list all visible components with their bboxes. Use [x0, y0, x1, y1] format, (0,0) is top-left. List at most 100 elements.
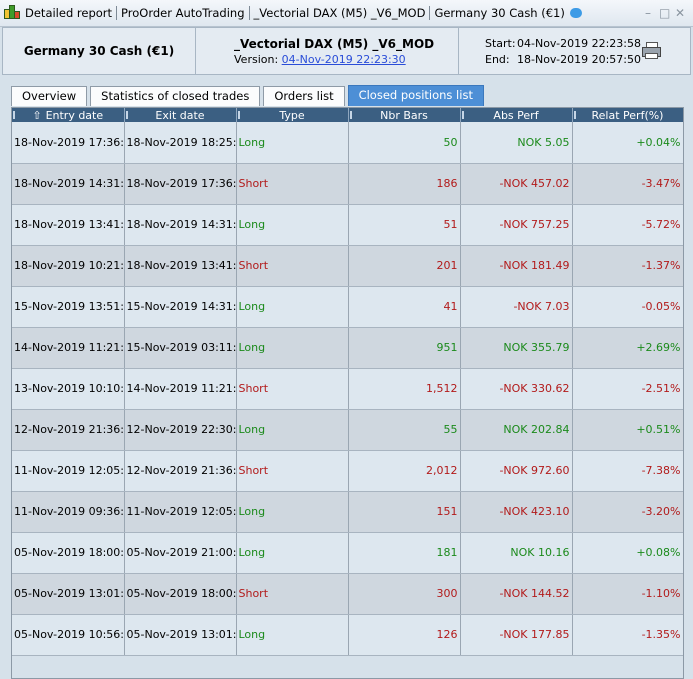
relat-perf-cell: +0.51%	[572, 409, 683, 451]
abs-perf-cell: -NOK 181.49	[460, 245, 573, 287]
nbr-bars-cell: 50	[348, 122, 461, 164]
nbr-bars-cell: 51	[348, 204, 461, 246]
type-cell: Short	[236, 245, 349, 287]
exit-date-cell: 15-Nov-2019 03:11:00	[124, 327, 237, 369]
table-row[interactable]: 14-Nov-2019 11:21:0015-Nov-2019 03:11:00…	[12, 327, 683, 369]
exit-date-cell: 14-Nov-2019 11:21:00	[124, 368, 237, 410]
type-cell: Long	[236, 286, 349, 328]
type-cell: Short	[236, 368, 349, 410]
exit-date-cell: 05-Nov-2019 13:01:00	[124, 614, 237, 656]
tab-overview[interactable]: Overview	[11, 86, 88, 106]
entry-date-cell: 18-Nov-2019 14:31:00	[12, 163, 125, 205]
table-row[interactable]: 18-Nov-2019 14:31:0018-Nov-2019 17:36:00…	[12, 163, 683, 205]
abs-perf-cell: NOK 10.16	[460, 532, 573, 574]
column-header-nbr-bars[interactable]: Nbr Bars	[348, 108, 461, 122]
column-header-abs-perf[interactable]: Abs Perf	[460, 108, 573, 122]
table-header-row: ⇧ Entry date Exit date Type Nbr Bars Abs …	[12, 108, 683, 122]
entry-date-cell: 11-Nov-2019 09:36:00	[12, 491, 125, 533]
start-label: Start:	[485, 37, 516, 50]
nbr-bars-cell: 55	[348, 409, 461, 451]
relat-perf-cell: +2.69%	[572, 327, 683, 369]
version-link[interactable]: 04-Nov-2019 22:23:30	[281, 53, 406, 66]
table-row[interactable]: 05-Nov-2019 10:56:0005-Nov-2019 13:01:00…	[12, 614, 683, 656]
nbr-bars-cell: 186	[348, 163, 461, 205]
type-cell: Short	[236, 573, 349, 615]
exit-date-cell: 18-Nov-2019 18:25:00	[124, 122, 237, 164]
type-cell: Long	[236, 491, 349, 533]
title-separator	[116, 6, 118, 20]
nbr-bars-cell: 151	[348, 491, 461, 533]
column-header-exit-date[interactable]: Exit date	[124, 108, 237, 122]
strategy-name: _Vectorial DAX (M5) _V6_MOD	[234, 37, 435, 51]
maximize-button[interactable]: □	[659, 6, 671, 20]
exit-date-cell: 18-Nov-2019 17:36:00	[124, 163, 237, 205]
instrument-name: Germany 30 Cash (€1)	[3, 28, 196, 74]
table-row[interactable]: 18-Nov-2019 17:36:0018-Nov-2019 18:25:00…	[12, 122, 683, 164]
entry-date-cell: 13-Nov-2019 10:10:02	[12, 368, 125, 410]
table-row[interactable]: 13-Nov-2019 10:10:0214-Nov-2019 11:21:00…	[12, 368, 683, 410]
table-row[interactable]: 11-Nov-2019 12:05:0312-Nov-2019 21:36:00…	[12, 450, 683, 492]
table-row[interactable]: 18-Nov-2019 10:21:0018-Nov-2019 13:41:00…	[12, 245, 683, 287]
minimize-button[interactable]: –	[645, 6, 651, 20]
version-line: Version: 04-Nov-2019 22:23:30	[234, 53, 458, 66]
relat-perf-cell: +0.04%	[572, 122, 683, 164]
exit-date-cell: 12-Nov-2019 21:36:00	[124, 450, 237, 492]
table-row[interactable]: 18-Nov-2019 13:41:0018-Nov-2019 14:31:00…	[12, 204, 683, 246]
version-label: Version:	[234, 53, 279, 66]
type-cell: Short	[236, 163, 349, 205]
exit-date-cell: 18-Nov-2019 14:31:00	[124, 204, 237, 246]
column-header-entry-date[interactable]: ⇧ Entry date	[12, 108, 125, 122]
nbr-bars-cell: 2,012	[348, 450, 461, 492]
exit-date-cell: 15-Nov-2019 14:31:00	[124, 286, 237, 328]
end-label: End:	[485, 53, 510, 66]
relat-perf-cell: -5.72%	[572, 204, 683, 246]
type-cell: Long	[236, 409, 349, 451]
type-cell: Short	[236, 450, 349, 492]
table-row[interactable]: 05-Nov-2019 18:00:0405-Nov-2019 21:00:01…	[12, 532, 683, 574]
report-header: Germany 30 Cash (€1) _Vectorial DAX (M5)…	[2, 27, 691, 75]
window-controls: – □ ✕	[643, 6, 685, 20]
exit-date-cell: 11-Nov-2019 12:05:01	[124, 491, 237, 533]
table-row[interactable]: 11-Nov-2019 09:36:0011-Nov-2019 12:05:01…	[12, 491, 683, 533]
nbr-bars-cell: 181	[348, 532, 461, 574]
column-header-type[interactable]: Type	[236, 108, 349, 122]
print-icon[interactable]	[642, 42, 661, 59]
title-strategy: _Vectorial DAX (M5) _V6_MOD	[253, 6, 426, 20]
end-value: 18-Nov-2019 20:57:50	[517, 53, 642, 66]
entry-date-cell: 18-Nov-2019 13:41:00	[12, 204, 125, 246]
relat-perf-cell: -3.47%	[572, 163, 683, 205]
sort-ascending-icon: ⇧	[32, 108, 42, 122]
tab-statistics-closed-trades[interactable]: Statistics of closed trades	[90, 86, 261, 106]
entry-date-cell: 05-Nov-2019 18:00:04	[12, 532, 125, 574]
close-button[interactable]: ✕	[675, 6, 686, 20]
nbr-bars-cell: 41	[348, 286, 461, 328]
chat-bubble-icon[interactable]	[569, 8, 582, 18]
tab-orders-list[interactable]: Orders list	[263, 86, 345, 106]
entry-date-cell: 18-Nov-2019 10:21:00	[12, 245, 125, 287]
abs-perf-cell: -NOK 7.03	[460, 286, 573, 328]
entry-date-cell: 05-Nov-2019 10:56:00	[12, 614, 125, 656]
tab-closed-positions-list[interactable]: Closed positions list	[347, 85, 484, 106]
exit-date-cell: 05-Nov-2019 21:00:01	[124, 532, 237, 574]
table-row[interactable]: 05-Nov-2019 13:01:0005-Nov-2019 18:00:00…	[12, 573, 683, 615]
relat-perf-cell: +0.08%	[572, 532, 683, 574]
relat-perf-cell: -1.10%	[572, 573, 683, 615]
table-row[interactable]: 15-Nov-2019 13:51:0015-Nov-2019 14:31:00…	[12, 286, 683, 328]
abs-perf-cell: -NOK 423.10	[460, 491, 573, 533]
prorealtime-app-icon	[4, 5, 20, 21]
column-header-relat-perf[interactable]: Relat Perf(%)	[572, 108, 683, 122]
entry-date-cell: 14-Nov-2019 11:21:00	[12, 327, 125, 369]
abs-perf-cell: -NOK 972.60	[460, 450, 573, 492]
title-separator	[248, 6, 250, 20]
table-row[interactable]: 12-Nov-2019 21:36:0012-Nov-2019 22:30:00…	[12, 409, 683, 451]
abs-perf-cell: NOK 355.79	[460, 327, 573, 369]
exit-date-cell: 18-Nov-2019 13:41:00	[124, 245, 237, 287]
title-separator	[429, 6, 431, 20]
abs-perf-cell: NOK 5.05	[460, 122, 573, 164]
type-cell: Long	[236, 532, 349, 574]
type-cell: Long	[236, 122, 349, 164]
abs-perf-cell: -NOK 330.62	[460, 368, 573, 410]
exit-date-cell: 12-Nov-2019 22:30:00	[124, 409, 237, 451]
abs-perf-cell: -NOK 457.02	[460, 163, 573, 205]
strategy-info: _Vectorial DAX (M5) _V6_MOD Version: 04-…	[196, 28, 459, 74]
